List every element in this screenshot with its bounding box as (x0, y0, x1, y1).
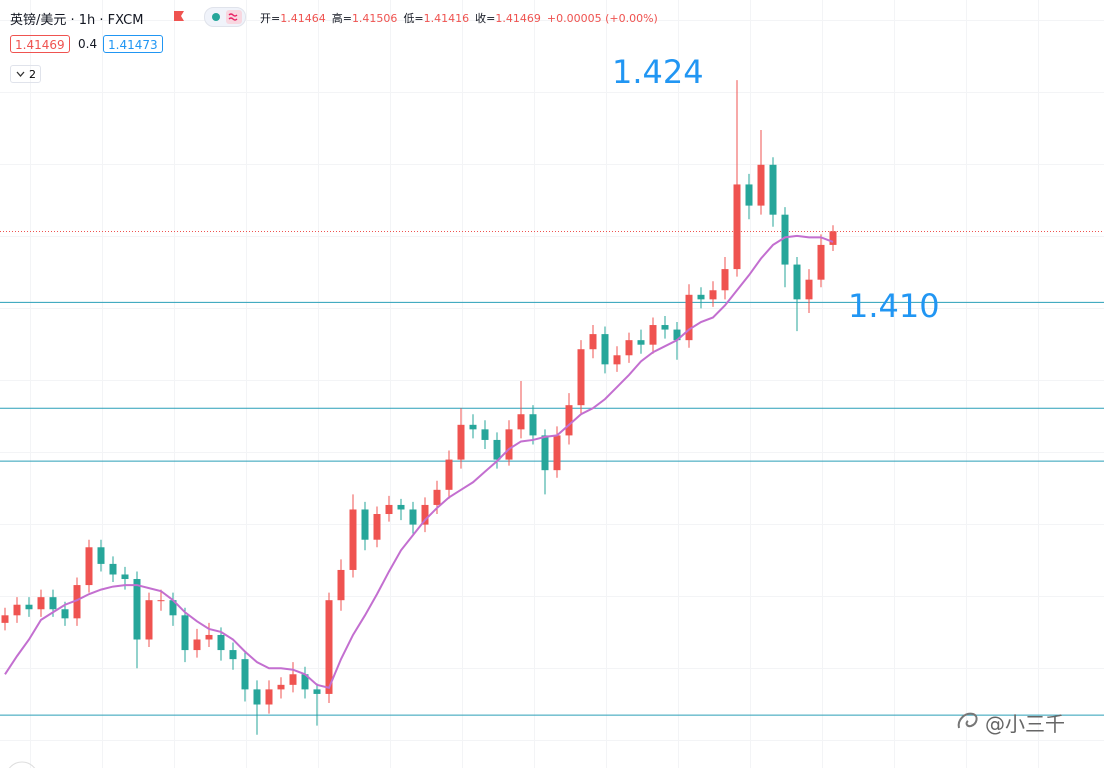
candle-body (13, 604, 21, 616)
candle-body (265, 689, 273, 705)
candle-body (541, 435, 549, 471)
candle-body (109, 563, 117, 575)
watermark: @小三千 (985, 712, 1065, 736)
candle-body (337, 569, 345, 601)
moving-average (4, 234, 834, 690)
candle-body (721, 269, 729, 291)
ask-price[interactable]: 1.41473 (103, 35, 163, 53)
candle-body (61, 609, 69, 619)
candle-body (1, 615, 9, 623)
price-change: +0.00005 (+0.00%) (546, 12, 658, 25)
candle-body (457, 424, 465, 460)
candle-body (217, 634, 225, 651)
candle-body (505, 429, 513, 460)
spread: 0.4 (78, 37, 98, 51)
candle-body (469, 424, 477, 430)
ohlc-value: 1.41464 (280, 12, 326, 25)
candle-body (757, 164, 765, 206)
candle-body (205, 634, 213, 640)
candle-body (673, 329, 681, 341)
candle-body (349, 509, 357, 570)
candle-body (481, 429, 489, 440)
candle-body (409, 509, 417, 525)
candle-body (85, 547, 93, 586)
candle-body (577, 349, 585, 406)
ohlc-label: 低= (403, 12, 424, 25)
price-annotation: 1.410 (848, 287, 940, 325)
candle-body (49, 597, 57, 610)
status-pill[interactable] (204, 7, 246, 27)
candle-body (37, 597, 45, 610)
candle-body (433, 489, 441, 505)
watermark-icon (957, 712, 978, 729)
candle-body (493, 439, 501, 460)
candle-body (829, 231, 837, 245)
candle-body (169, 600, 177, 616)
corner-button[interactable] (6, 761, 38, 768)
candle-body (781, 214, 789, 265)
candle-body (529, 414, 537, 436)
candle-body (397, 504, 405, 510)
candle-body (241, 659, 249, 690)
candle-body (97, 547, 105, 564)
ohlc-value: 1.41416 (423, 12, 470, 25)
candle-body (661, 325, 669, 330)
candle-body (805, 279, 813, 300)
candle-body (589, 334, 597, 350)
candle-body (325, 600, 333, 694)
bid-price[interactable]: 1.41469 (10, 35, 70, 53)
candle-body (25, 604, 33, 610)
candle-body (685, 294, 693, 341)
candle-body (181, 615, 189, 651)
candle-body (73, 585, 81, 619)
candle-body (745, 184, 753, 206)
ohlc-label: 高= (331, 12, 352, 25)
flag-icon[interactable] (172, 10, 186, 24)
candle-body (253, 689, 261, 705)
candle-body (553, 435, 561, 471)
candle-body (421, 504, 429, 525)
candle-body (565, 405, 573, 436)
candle-body (373, 514, 381, 540)
candle-body (697, 294, 705, 300)
candle-body (637, 340, 645, 345)
chevron-icon (16, 71, 25, 77)
indicator-toggle[interactable]: 2 (10, 65, 41, 83)
ohlc-label: 开= (260, 12, 281, 25)
price-annotation: 1.424 (612, 53, 704, 91)
candle-body (517, 414, 525, 430)
candle-body (613, 355, 621, 365)
candle-body (385, 504, 393, 515)
candle-body (361, 509, 369, 540)
ohlc-value: 1.41469 (495, 12, 541, 25)
candle-body (301, 674, 309, 690)
candle-body (733, 184, 741, 270)
candle-body (313, 689, 321, 694)
candle-body (817, 244, 825, 280)
ohlc-value: 1.41506 (351, 12, 398, 25)
candle-body (133, 579, 141, 640)
ohlc-legend: 开=1.41464 高=1.41506 低=1.41416 收=1.41469 +0.0… (260, 10, 664, 26)
symbol-title: 英镑/美元 · 1h · FXCM (10, 13, 144, 28)
ohlc-label: 收= (475, 12, 496, 25)
candle-body (769, 164, 777, 215)
indicator-count: 2 (29, 68, 36, 81)
candle-body (193, 639, 201, 651)
candle-body (121, 574, 129, 580)
candle-body (229, 650, 237, 660)
candle-body (157, 600, 165, 602)
candle-body (277, 684, 285, 690)
candle-body (649, 325, 657, 345)
candle-body (625, 340, 633, 356)
candle-body (601, 334, 609, 365)
candle-body (709, 290, 717, 300)
candle-body (145, 600, 153, 640)
candle-body (289, 674, 297, 685)
candle-body (793, 264, 801, 300)
candle-body (445, 459, 453, 490)
